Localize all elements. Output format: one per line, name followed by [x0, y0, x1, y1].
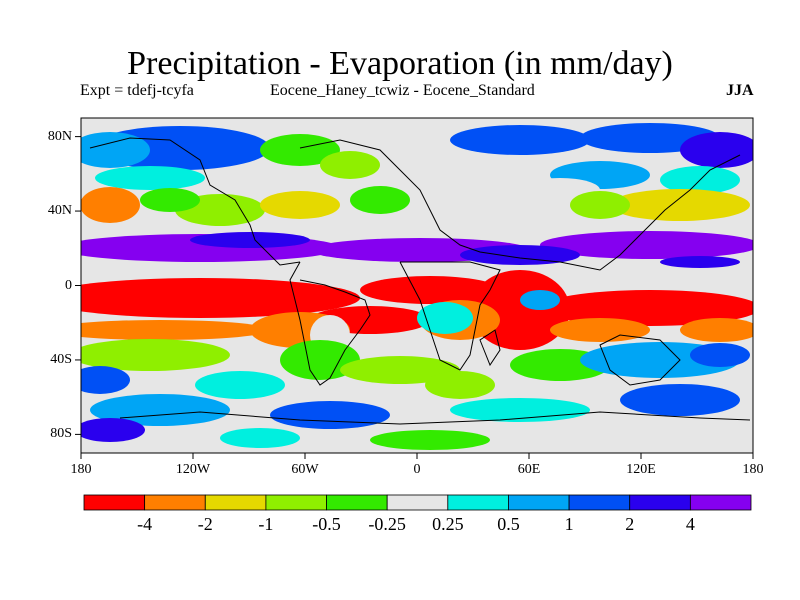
contour-region [570, 191, 630, 219]
lat-label: 80N [47, 128, 72, 144]
lon-label: 60W [291, 462, 319, 477]
colorbar-swatch [204, 494, 267, 511]
contour-region [540, 231, 753, 259]
contour-region [425, 371, 495, 399]
lat-label: 0 [65, 277, 72, 293]
axis-ticks [75, 136, 754, 459]
contour-region [320, 151, 380, 179]
coastline [89, 137, 301, 266]
contour-region [81, 366, 130, 394]
lat-label: 40N [47, 203, 72, 219]
contour-region [81, 320, 270, 340]
contour-region [220, 428, 300, 448]
colorbar-label: 4 [685, 514, 695, 534]
contour-region [81, 132, 150, 168]
contour-region [190, 232, 310, 248]
colorbar-label: 2 [625, 514, 635, 534]
colorbar-label: 1 [564, 514, 574, 534]
coastline [289, 261, 371, 386]
contour-region [260, 134, 340, 166]
colorbar-swatch [83, 494, 146, 511]
colorbar-swatch [386, 494, 449, 511]
coastline [399, 261, 501, 371]
experiment-label: Expt = tdefj-tcyfa [80, 82, 194, 99]
colorbar-swatch [144, 494, 206, 511]
contour-region [270, 401, 390, 429]
lat-label: 40S [50, 351, 72, 367]
contour-region [660, 256, 740, 268]
map-frame [80, 117, 754, 454]
contour-region [680, 132, 753, 168]
chart-title: Precipitation - Evaporation (in mm/day) [127, 45, 673, 82]
colorbar-label: 0.5 [497, 514, 520, 534]
contour-region [195, 371, 285, 399]
contour-region [81, 418, 145, 442]
contour-region [520, 290, 560, 310]
contour-region [445, 200, 515, 220]
colorbar-swatch [265, 494, 327, 511]
colorbar-swatch [629, 494, 691, 511]
colorbar-swatch [326, 494, 388, 511]
colorbar-label: -4 [137, 514, 153, 534]
contour-region [140, 188, 200, 212]
contour-region [680, 318, 753, 342]
lon-label: 60E [517, 462, 541, 477]
lon-label: 120E [626, 462, 656, 477]
contour-region [81, 278, 360, 318]
colorbar-swatch [508, 494, 570, 511]
coastline [299, 139, 741, 271]
lat-label: 80S [50, 426, 72, 442]
coastline-layer [89, 137, 751, 425]
contour-region [580, 425, 680, 445]
colorbar [83, 494, 752, 511]
contour-region [690, 343, 750, 367]
coastline [599, 334, 681, 386]
colorbar-label: -0.25 [368, 514, 406, 534]
contour-region [417, 302, 473, 334]
contour-region [370, 430, 490, 450]
coastline [479, 329, 501, 367]
contour-region [95, 166, 205, 190]
contour-region [550, 318, 650, 342]
season-label: JJA [726, 82, 754, 99]
colorbar-swatch [689, 494, 752, 511]
contour-fill-layer [81, 118, 753, 453]
comparison-label: Eocene_Haney_tcwiz - Eocene_Standard [270, 82, 535, 99]
contour-region [360, 276, 500, 304]
contour-region [540, 290, 753, 326]
contour-region [395, 150, 465, 190]
colorbar-label: -0.5 [312, 514, 341, 534]
colorbar-label: 0.25 [432, 514, 464, 534]
contour-region [340, 356, 460, 384]
colorbar-label: -2 [197, 514, 213, 534]
contour-region [450, 125, 590, 155]
lon-label: 180 [70, 462, 92, 477]
lon-label: 180 [742, 462, 764, 477]
colorbar-label: -1 [258, 514, 274, 534]
contour-region [620, 384, 740, 416]
contour-region [81, 187, 140, 223]
contour-region [260, 191, 340, 219]
contour-region [460, 245, 580, 265]
contour-region [81, 339, 230, 371]
colorbar-swatch [568, 494, 631, 511]
lon-label: 120W [175, 462, 211, 477]
contour-region [610, 189, 750, 221]
lon-label: 0 [413, 462, 421, 477]
colorbar-swatch [447, 494, 509, 511]
contour-region [350, 186, 410, 214]
coastline [119, 411, 751, 425]
